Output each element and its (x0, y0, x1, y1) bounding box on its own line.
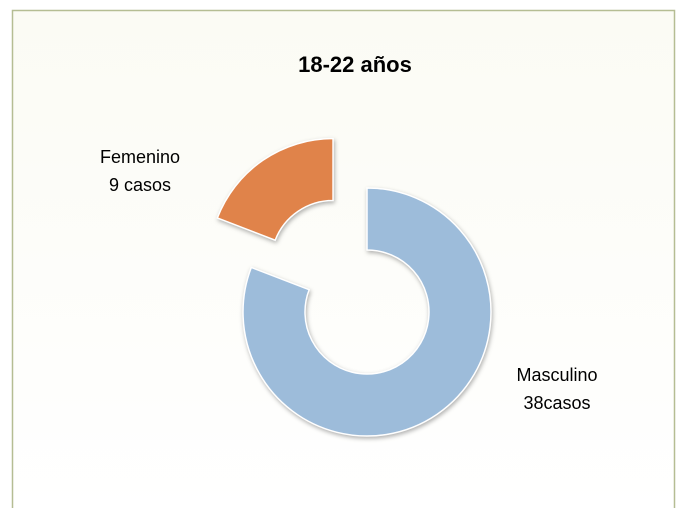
data-label-name: Masculino (516, 365, 597, 385)
doughnut-segment (242, 187, 492, 437)
doughnut-segment (216, 137, 334, 242)
data-label-name: Femenino (100, 147, 180, 167)
chart-title: 18-22 años (298, 52, 412, 77)
data-label-value: 9 casos (109, 175, 171, 195)
data-label-value: 38casos (523, 393, 590, 413)
